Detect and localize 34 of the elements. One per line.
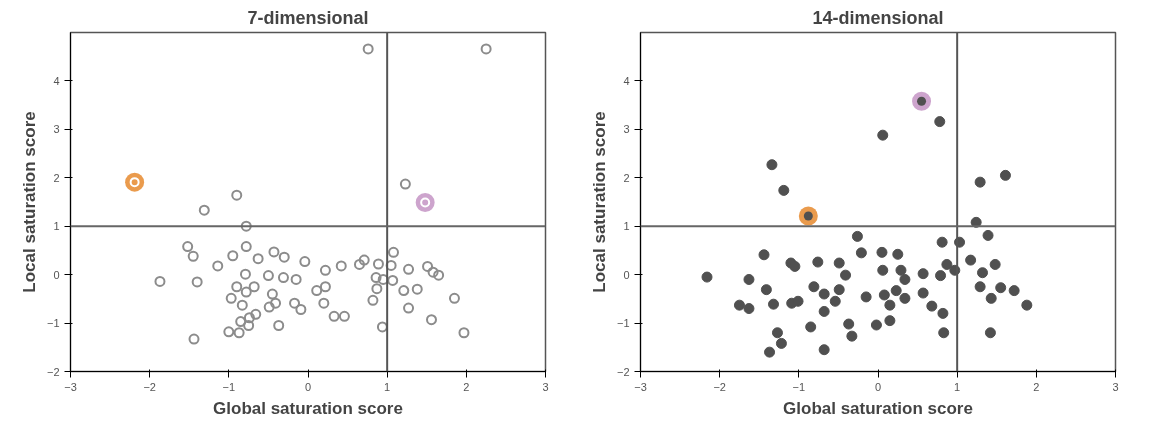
x-tick-label: 2 [463,380,470,393]
x-axis-title: Global saturation score [213,398,403,418]
chart-title: 14-dimensional [812,7,944,28]
y-tick-label: 0 [623,268,630,281]
x-tick-label: −1 [222,380,236,393]
x-tick-label: −2 [143,380,156,393]
x-tick-label: 3 [1112,380,1119,393]
y-tick-label: 0 [53,268,60,281]
x-tick-label: 0 [874,380,882,393]
y-tick-label: −2 [616,365,630,378]
y-axis-title: Local saturation score [19,111,39,293]
x-tick-label: −1 [792,380,806,393]
y-tick-label: 2 [623,171,630,184]
y-tick-label: −2 [46,365,60,378]
x-tick-label: −2 [713,380,726,393]
y-tick-label: 3 [623,123,630,136]
x-axis-title: Global saturation score [783,398,973,418]
y-tick-label: −1 [46,317,60,330]
y-tick-label: 4 [53,74,60,87]
y-tick-label: 1 [623,220,630,233]
x-tick-label: 3 [542,380,549,393]
x-tick-label: −3 [64,380,77,393]
y-tick-label: 4 [623,74,630,87]
x-tick-label: 0 [304,380,312,393]
chart-title: 7-dimensional [247,7,369,28]
y-tick-label: 1 [53,220,60,233]
x-tick-label: 2 [1033,380,1040,393]
y-tick-label: −1 [616,317,630,330]
y-tick-label: 2 [53,171,60,184]
x-tick-label: 1 [954,380,961,393]
y-tick-label: 3 [53,123,60,136]
x-tick-label: −3 [634,380,647,393]
y-axis-title: Local saturation score [589,111,609,293]
x-tick-label: 1 [384,380,391,393]
